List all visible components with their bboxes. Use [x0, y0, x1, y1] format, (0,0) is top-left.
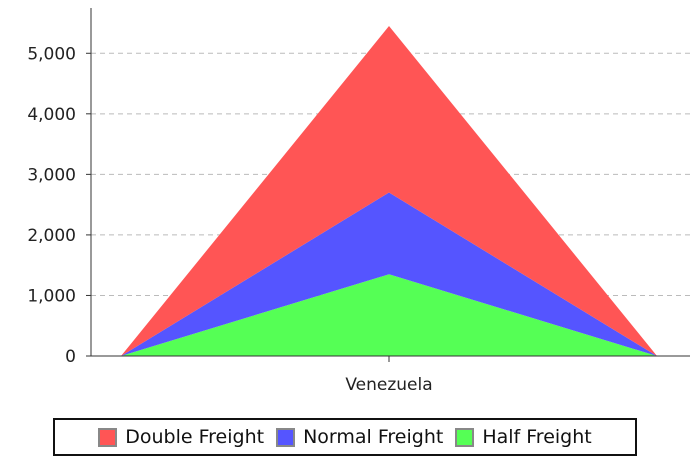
x-tick-label-venezuela: Venezuela [345, 375, 432, 395]
legend: Double Freight Normal Freight Half Freig… [53, 418, 637, 456]
area-normal-freight [121, 192, 657, 356]
series-areas [121, 26, 657, 356]
y-tick-label: 4,000 [27, 105, 76, 125]
legend-label-normal-freight: Normal Freight [303, 426, 444, 448]
legend-item-normal-freight: Normal Freight [276, 426, 443, 448]
legend-swatch-double-freight [98, 427, 118, 447]
area-half-freight [121, 274, 657, 356]
y-tick-label: 0 [65, 347, 76, 367]
y-tick-label: 2,000 [27, 226, 76, 246]
y-tick-label: 5,000 [27, 44, 76, 64]
legend-item-half-freight: Half Freight [455, 426, 592, 448]
legend-swatch-half-freight [455, 427, 475, 447]
legend-label-half-freight: Half Freight [482, 426, 592, 448]
area-chart: 0 1,000 2,000 3,000 4,000 5,000 Venezuela [27, 8, 690, 395]
y-axis-ticks: 0 1,000 2,000 3,000 4,000 5,000 [27, 44, 91, 367]
legend-item-double-freight: Double Freight [98, 426, 264, 448]
legend-label-double-freight: Double Freight [125, 426, 265, 448]
y-tick-label: 3,000 [27, 165, 76, 185]
y-tick-label: 1,000 [27, 286, 76, 306]
area-double-freight [121, 26, 657, 356]
legend-swatch-normal-freight [276, 427, 296, 447]
